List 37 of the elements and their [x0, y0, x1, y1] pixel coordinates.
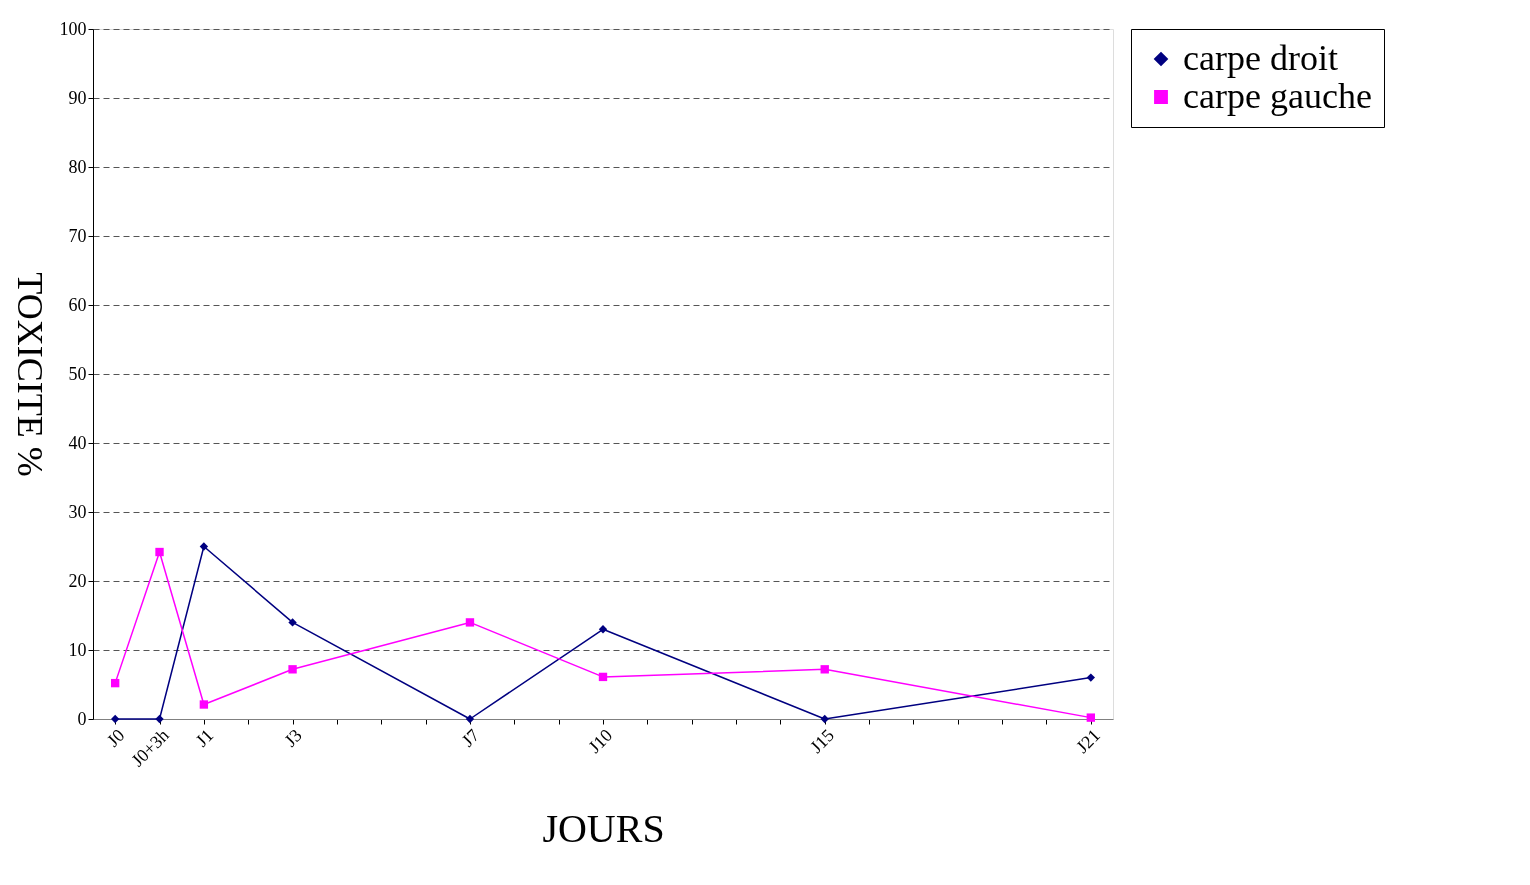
y-tick-label: 20: [68, 570, 87, 591]
x-tick-label: J1: [191, 725, 218, 751]
y-tick-label: 30: [68, 501, 87, 522]
y-tick-label: 60: [68, 294, 87, 315]
x-tick-label: J0: [102, 725, 129, 751]
point: [598, 625, 608, 634]
point: [598, 672, 608, 682]
point: [110, 714, 120, 724]
point: [820, 665, 829, 674]
y-tick-label: 90: [68, 87, 87, 108]
point: [288, 618, 297, 627]
y-axis-title: TOXICITE %: [9, 272, 50, 477]
y-tick-label: 70: [68, 225, 87, 246]
y-tick-label: 50: [68, 363, 87, 384]
y-tick-label: 100: [59, 18, 87, 39]
legend-label: carpe droit: [1183, 38, 1338, 78]
y-tick-label: 80: [68, 156, 87, 177]
x-tick-label: J10: [584, 725, 617, 757]
point: [155, 714, 164, 724]
point: [1086, 713, 1096, 722]
point: [1086, 673, 1096, 682]
x-axis-title: JOURS: [542, 806, 665, 852]
y-tick-label: 10: [68, 639, 87, 660]
point: [465, 618, 475, 627]
x-tick-label: J7: [457, 725, 484, 751]
point: [199, 700, 209, 709]
y-tick-label: 40: [68, 432, 87, 453]
point: [465, 714, 475, 724]
point: [110, 678, 120, 688]
point: [155, 547, 164, 557]
point: [199, 542, 209, 551]
x-tick-label: J3: [280, 725, 306, 751]
x-tick-label: J21: [1072, 725, 1105, 757]
point: [820, 714, 829, 724]
x-tick-label: J15: [806, 725, 838, 757]
y-tick-label: 0: [77, 708, 87, 729]
point: [288, 665, 297, 674]
